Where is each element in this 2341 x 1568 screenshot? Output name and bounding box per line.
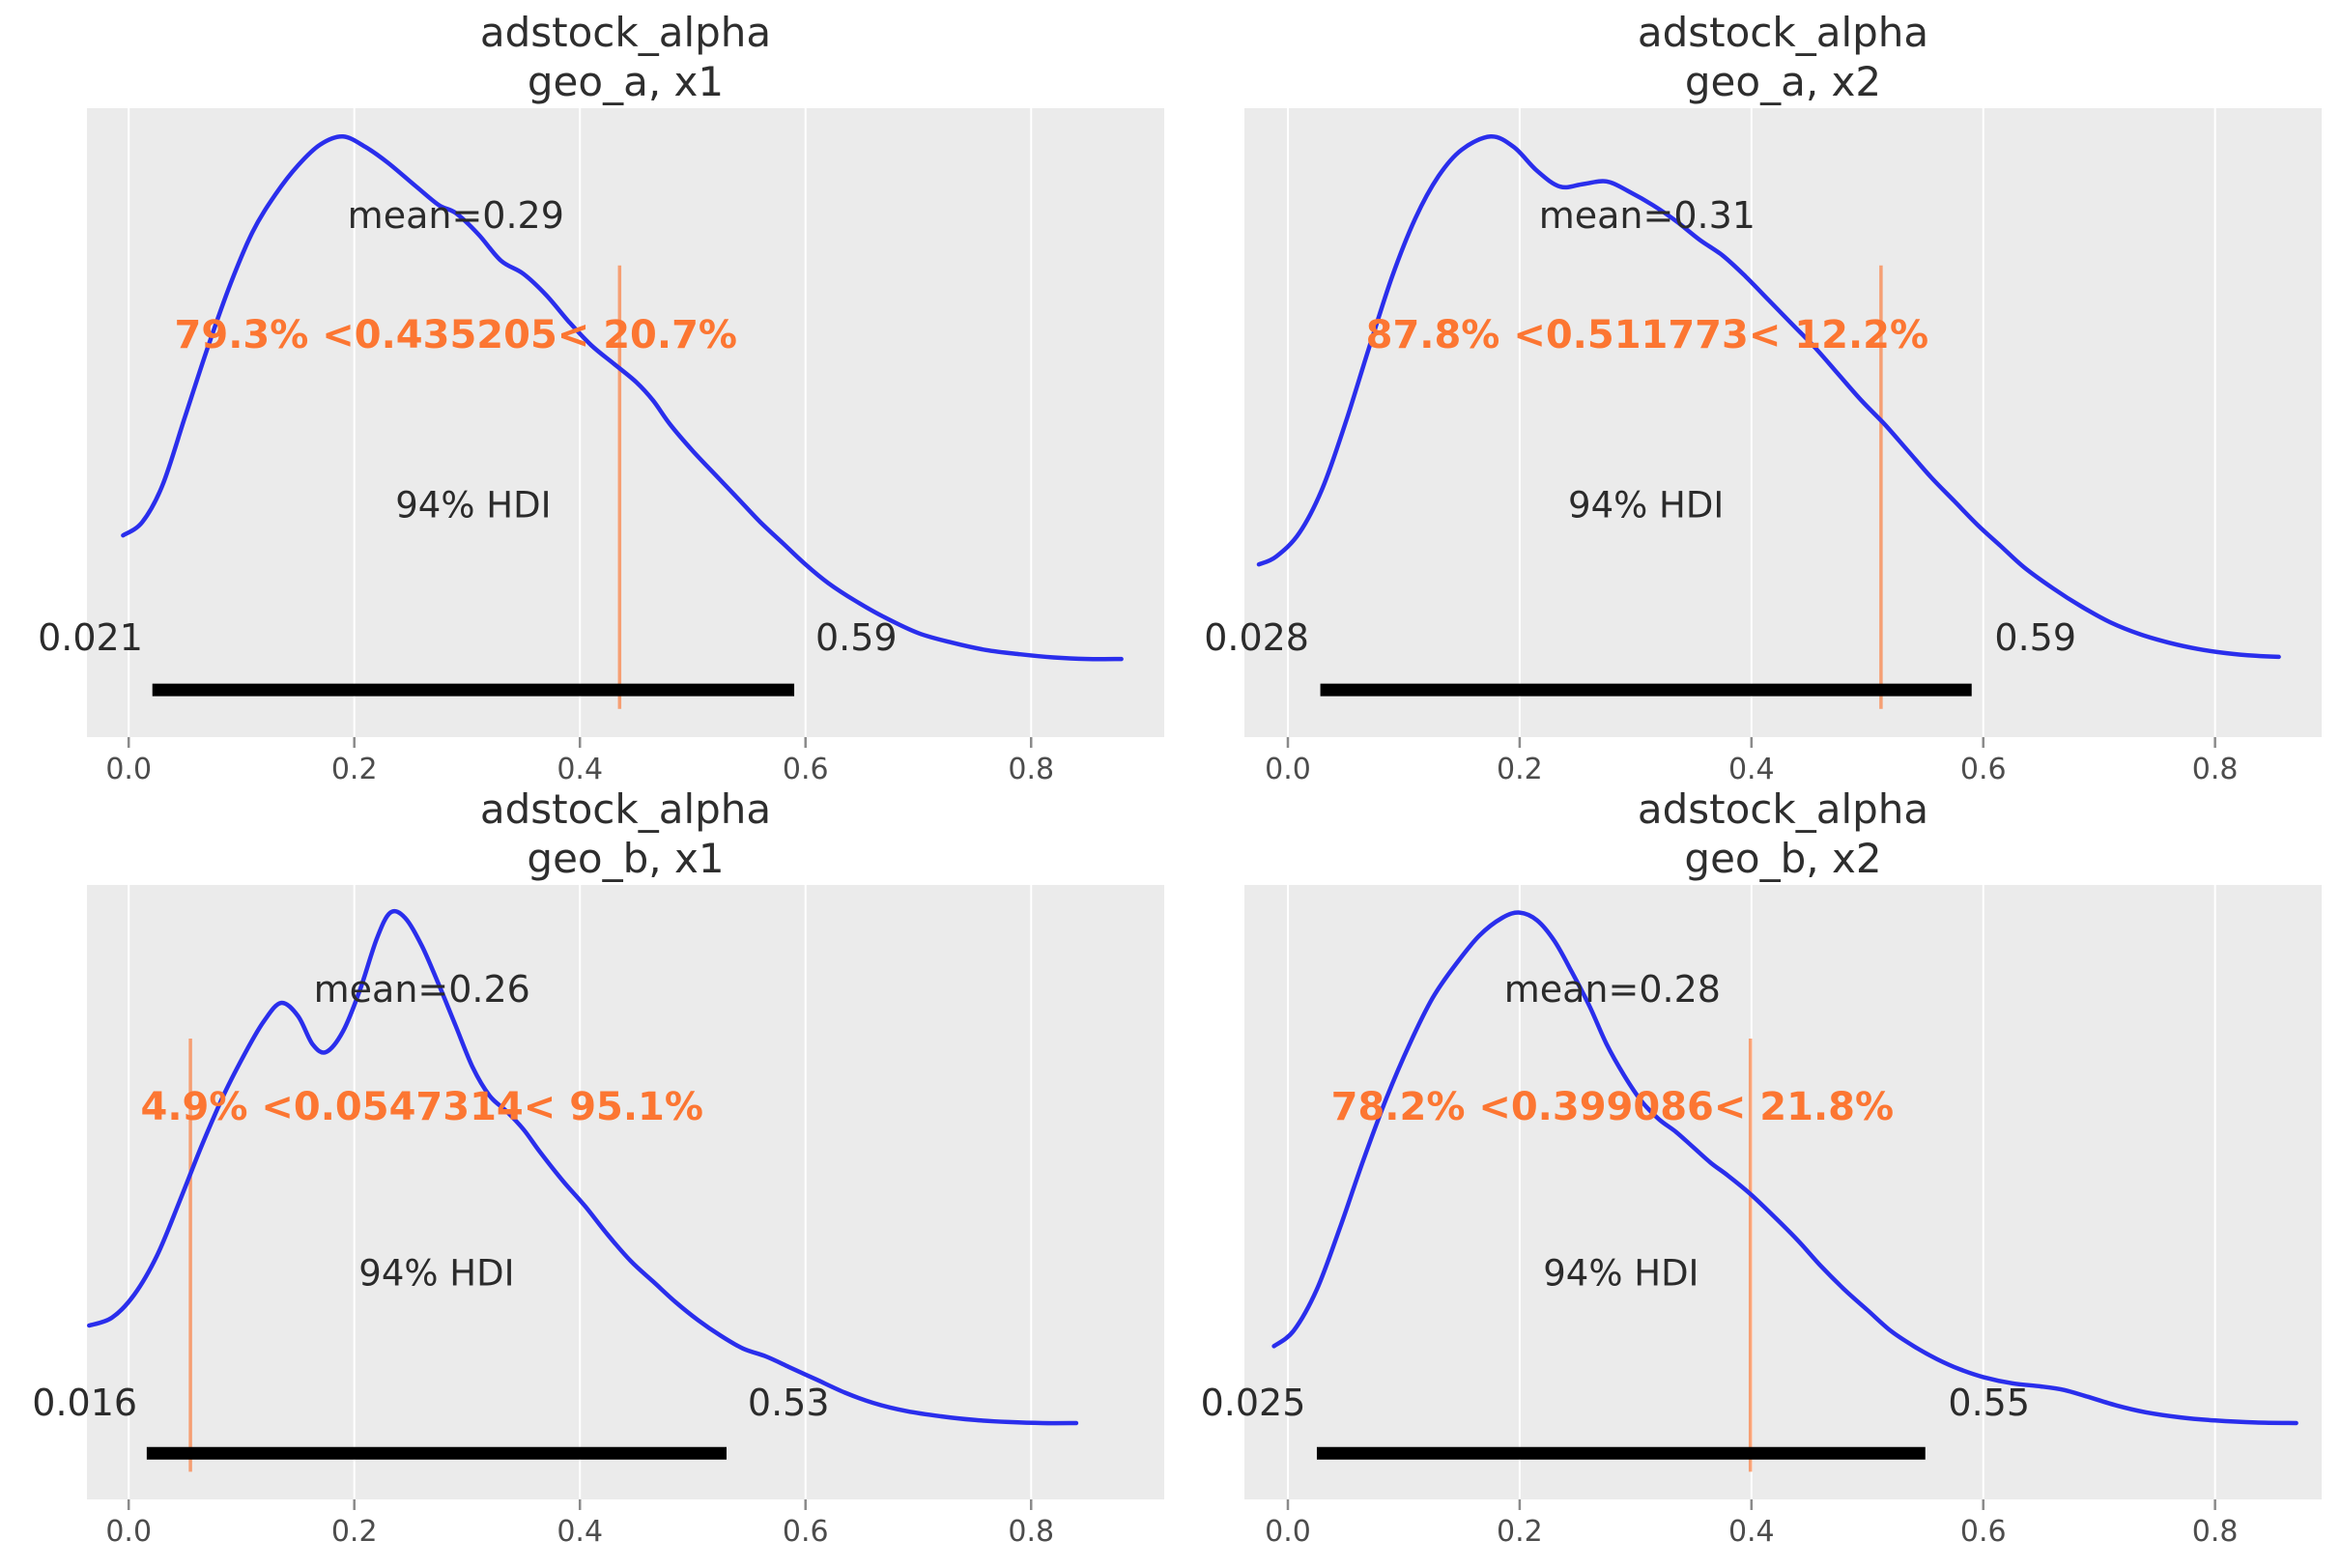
ref-value-label: 4.9% <0.0547314< 95.1%: [140, 1084, 703, 1129]
hdi-upper-label: 0.55: [1948, 1381, 2031, 1424]
title-parameter-name: adstock_alpha: [479, 9, 772, 56]
hdi-lower-label: 0.021: [38, 616, 143, 660]
x-tick-label: 0.0: [1265, 753, 1311, 786]
hdi-upper-label: 0.53: [747, 1381, 830, 1424]
hdi-interval-label: 94% HDI: [1568, 484, 1725, 527]
x-tick-label: 0.0: [105, 1515, 153, 1549]
x-tick-label: 0.2: [1497, 1515, 1543, 1549]
x-tick-label: 0.4: [1727, 753, 1775, 786]
hdi-lower-label: 0.028: [1204, 616, 1309, 660]
mean-label: mean=0.26: [313, 968, 530, 1012]
kde-curve: [1271, 910, 2298, 1426]
ref-value-label: 78.2% <0.399086< 21.8%: [1330, 1084, 1895, 1129]
hdi-interval-label: 94% HDI: [1543, 1252, 1699, 1295]
title-coords: geo_b, x1: [527, 835, 725, 882]
hdi-lower-label: 0.016: [32, 1381, 138, 1424]
title-parameter-name: adstock_alpha: [479, 785, 772, 833]
x-tick-label: 0.2: [1497, 753, 1543, 786]
title-coords: geo_b, x2: [1684, 835, 1882, 882]
title-parameter-name: adstock_alpha: [1637, 785, 1929, 833]
kde-plot-canvas: [1244, 108, 2322, 748]
x-tick-label: 0.8: [2191, 753, 2239, 786]
kde-plot-canvas: [87, 108, 1164, 748]
x-tick-label: 0.6: [782, 1515, 829, 1549]
kde-curve: [87, 908, 1079, 1426]
hdi-interval-label: 94% HDI: [358, 1252, 515, 1295]
panel-title-geo-a-x2: adstock_alpha geo_a, x2: [1244, 8, 2322, 106]
mean-label: mean=0.31: [1538, 193, 1756, 237]
kde-plot-canvas: [1244, 885, 2322, 1510]
ref-value-label: 79.3% <0.435205< 20.7%: [174, 313, 738, 357]
mean-label: mean=0.29: [347, 193, 564, 237]
panel-title-geo-b-x2: adstock_alpha geo_b, x2: [1244, 784, 2322, 883]
x-tick-label: 0.4: [557, 1515, 604, 1549]
title-coords: geo_a, x2: [1684, 58, 1882, 105]
title-coords: geo_a, x1: [527, 58, 725, 105]
title-parameter-name: adstock_alpha: [1637, 9, 1929, 56]
kde-curve: [121, 134, 1124, 662]
x-tick-label: 0.8: [1008, 753, 1055, 786]
kde-plot-geo-b-x1: mean=0.26 4.9% <0.0547314< 95.1% 94% HDI…: [32, 885, 1164, 1549]
hdi-upper-label: 0.59: [1994, 616, 2077, 660]
kde-plot-geo-a-x2: mean=0.31 87.8% <0.511773< 12.2% 94% HDI…: [1204, 108, 2322, 786]
x-tick-label: 0.2: [330, 753, 378, 786]
x-tick-label: 0.6: [1959, 753, 2007, 786]
x-tick-label: 0.6: [1959, 1515, 2007, 1549]
panel-title-geo-b-x1: adstock_alpha geo_b, x1: [87, 784, 1164, 883]
x-tick-label: 0.4: [557, 753, 604, 786]
hdi-lower-label: 0.025: [1200, 1381, 1306, 1424]
x-tick-label: 0.4: [1727, 1515, 1775, 1549]
x-tick-label: 0.6: [782, 753, 829, 786]
x-tick-label: 0.8: [2191, 1515, 2239, 1549]
x-tick-label: 0.0: [105, 753, 153, 786]
mean-label: mean=0.28: [1503, 968, 1721, 1012]
kde-plot-canvas: [87, 885, 1164, 1510]
kde-plot-geo-a-x1: mean=0.29 79.3% <0.435205< 20.7% 94% HDI…: [38, 108, 1164, 786]
ref-value-label: 87.8% <0.511773< 12.2%: [1365, 313, 1929, 357]
hdi-upper-label: 0.59: [814, 616, 898, 660]
x-tick-label: 0.8: [1008, 1515, 1055, 1549]
x-tick-label: 0.0: [1265, 1515, 1311, 1549]
hdi-interval-label: 94% HDI: [395, 484, 552, 527]
kde-plot-geo-b-x2: mean=0.28 78.2% <0.399086< 21.8% 94% HDI…: [1201, 885, 2322, 1549]
kde-curve: [1256, 134, 2281, 660]
x-tick-label: 0.2: [330, 1515, 378, 1549]
panel-title-geo-a-x1: adstock_alpha geo_a, x1: [87, 8, 1164, 106]
